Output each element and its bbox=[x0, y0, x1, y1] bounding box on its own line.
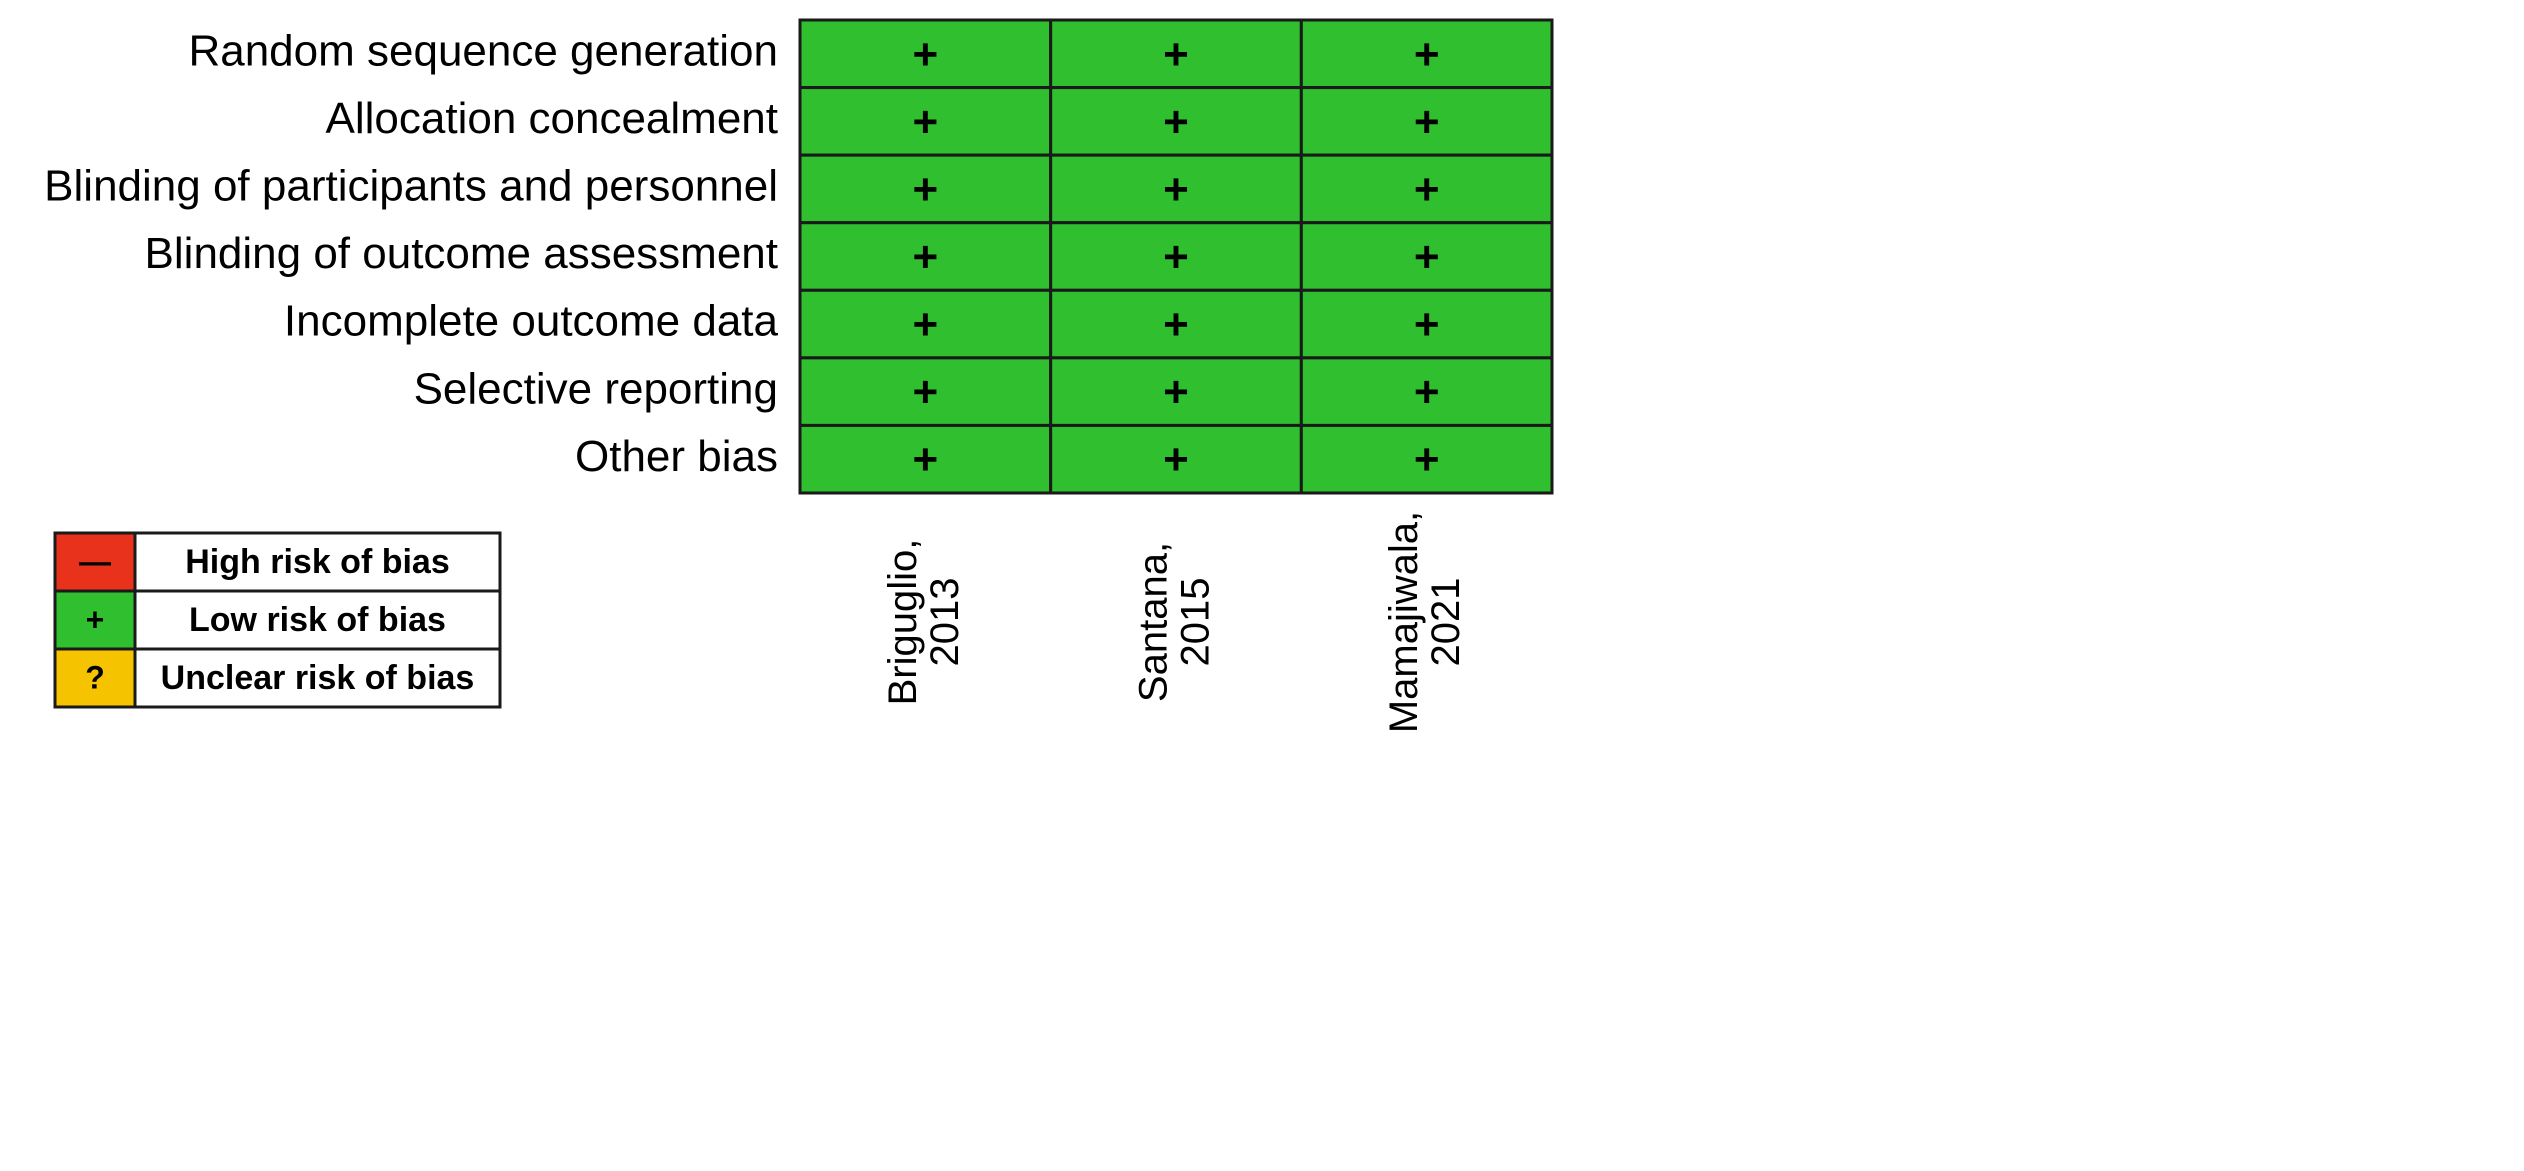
legend-label: High risk of bias bbox=[185, 543, 450, 581]
cell bbox=[798, 423, 1053, 495]
legend-label: Low risk of bias bbox=[189, 601, 446, 639]
cell-symbol: + bbox=[912, 300, 938, 349]
study-name: Mamajiwala, bbox=[1382, 511, 1426, 733]
row-label: Incomplete outcome data bbox=[284, 297, 779, 346]
cell bbox=[1049, 288, 1303, 360]
row-label: Other bias bbox=[575, 432, 778, 481]
row-label: Allocation concealment bbox=[326, 94, 778, 143]
cell-symbol: + bbox=[912, 97, 938, 146]
cell-symbol: + bbox=[912, 368, 938, 417]
cell bbox=[1299, 423, 1554, 495]
cell-symbol: + bbox=[1414, 30, 1440, 79]
cell bbox=[798, 221, 1053, 292]
cell-symbol: + bbox=[912, 30, 938, 79]
cell-symbol: + bbox=[1163, 435, 1189, 484]
cell-symbol: + bbox=[912, 233, 938, 282]
study-name: Santana, bbox=[1132, 542, 1176, 702]
cell-symbol: + bbox=[1414, 233, 1440, 282]
legend-swatch bbox=[53, 531, 137, 593]
cell bbox=[1299, 221, 1554, 292]
cell-symbol: + bbox=[1163, 368, 1189, 417]
row-label: Blinding of participants and personnel bbox=[44, 162, 778, 211]
study-year: 2013 bbox=[923, 578, 967, 667]
cell-symbol: + bbox=[1414, 368, 1440, 417]
cell-symbol: + bbox=[1163, 97, 1189, 146]
legend-label-box bbox=[133, 647, 502, 709]
cell bbox=[1299, 86, 1554, 157]
cell bbox=[1049, 423, 1303, 495]
cell bbox=[1299, 356, 1554, 427]
cell bbox=[1049, 153, 1303, 225]
study-year: 2021 bbox=[1424, 578, 1468, 667]
cell-symbol: + bbox=[1414, 435, 1440, 484]
legend-symbol: + bbox=[86, 601, 105, 637]
cell bbox=[1049, 18, 1303, 90]
cell bbox=[798, 18, 1053, 90]
cell-symbol: + bbox=[912, 165, 938, 214]
legend-label: Unclear risk of bias bbox=[161, 659, 475, 697]
cell-symbol: + bbox=[1163, 233, 1189, 282]
cell bbox=[798, 356, 1053, 427]
study-year: 2015 bbox=[1174, 578, 1218, 667]
cell-symbol: + bbox=[912, 435, 938, 484]
cell-symbol: + bbox=[1163, 300, 1189, 349]
legend-label-box bbox=[133, 531, 502, 593]
cell-symbol: + bbox=[1414, 165, 1440, 214]
row-label: Random sequence generation bbox=[188, 26, 778, 75]
row-label: Selective reporting bbox=[414, 364, 778, 413]
cell-symbol: + bbox=[1163, 30, 1189, 79]
legend-symbol: — bbox=[79, 543, 111, 579]
legend-symbol: ? bbox=[85, 659, 105, 695]
cell-symbol: + bbox=[1163, 165, 1189, 214]
study-name: Briguglio, bbox=[881, 539, 925, 706]
cell-symbol: + bbox=[1414, 97, 1440, 146]
cell bbox=[1049, 356, 1303, 427]
cell-symbol: + bbox=[1414, 300, 1440, 349]
row-label: Blinding of outcome assessment bbox=[145, 229, 778, 278]
